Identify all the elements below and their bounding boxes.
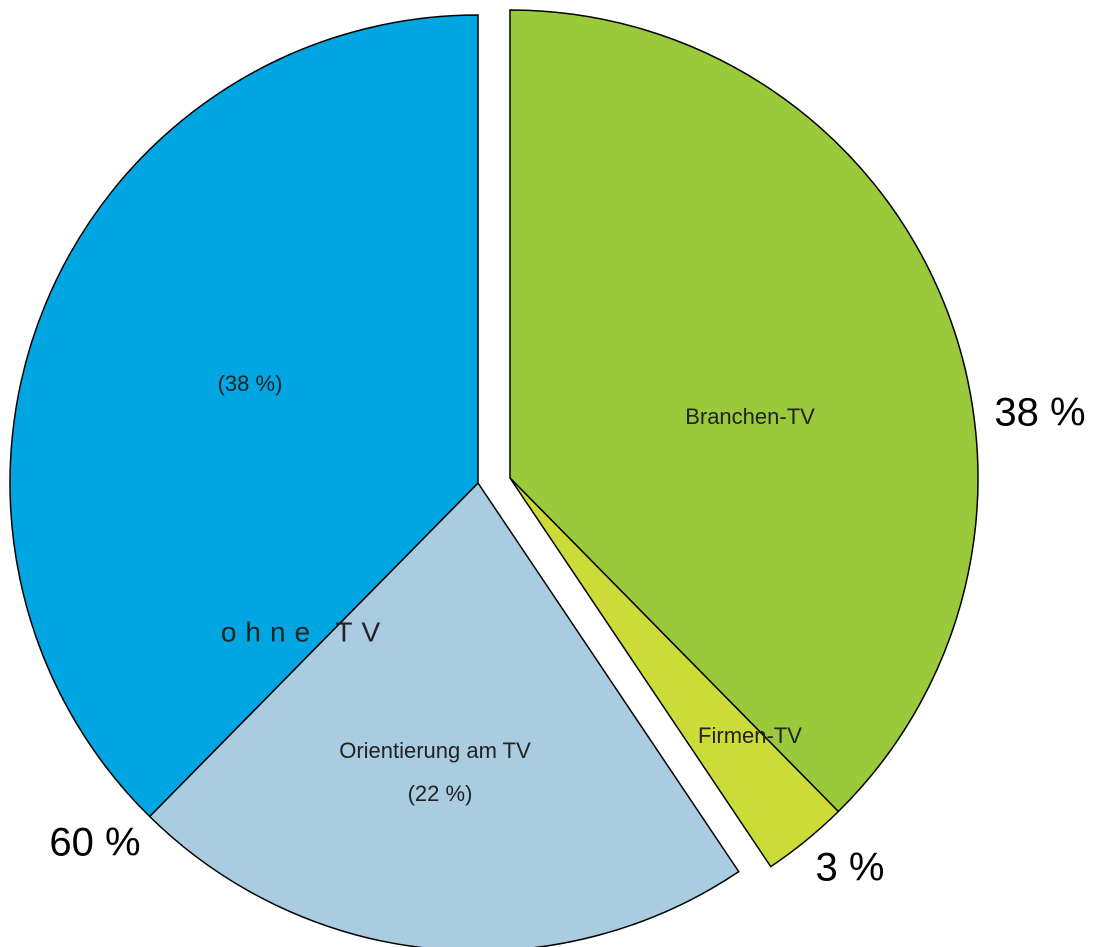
slice-label: Branchen-TV xyxy=(685,404,815,429)
value-label: 38 % xyxy=(994,391,1085,435)
pie-slice xyxy=(509,477,840,868)
value-label: (38 %) xyxy=(218,371,283,396)
value-label: 3 % xyxy=(816,846,885,890)
value-label: (22 %) xyxy=(408,781,473,806)
pie-slice xyxy=(148,481,740,947)
group-label: 60 % xyxy=(49,821,140,865)
pie-slice xyxy=(509,9,979,813)
pie-slice xyxy=(9,14,479,818)
slice-label: Orientierung am TV xyxy=(339,738,531,763)
slice-label: Firmen-TV xyxy=(698,723,802,748)
slice-label: ohne TV xyxy=(221,616,389,647)
